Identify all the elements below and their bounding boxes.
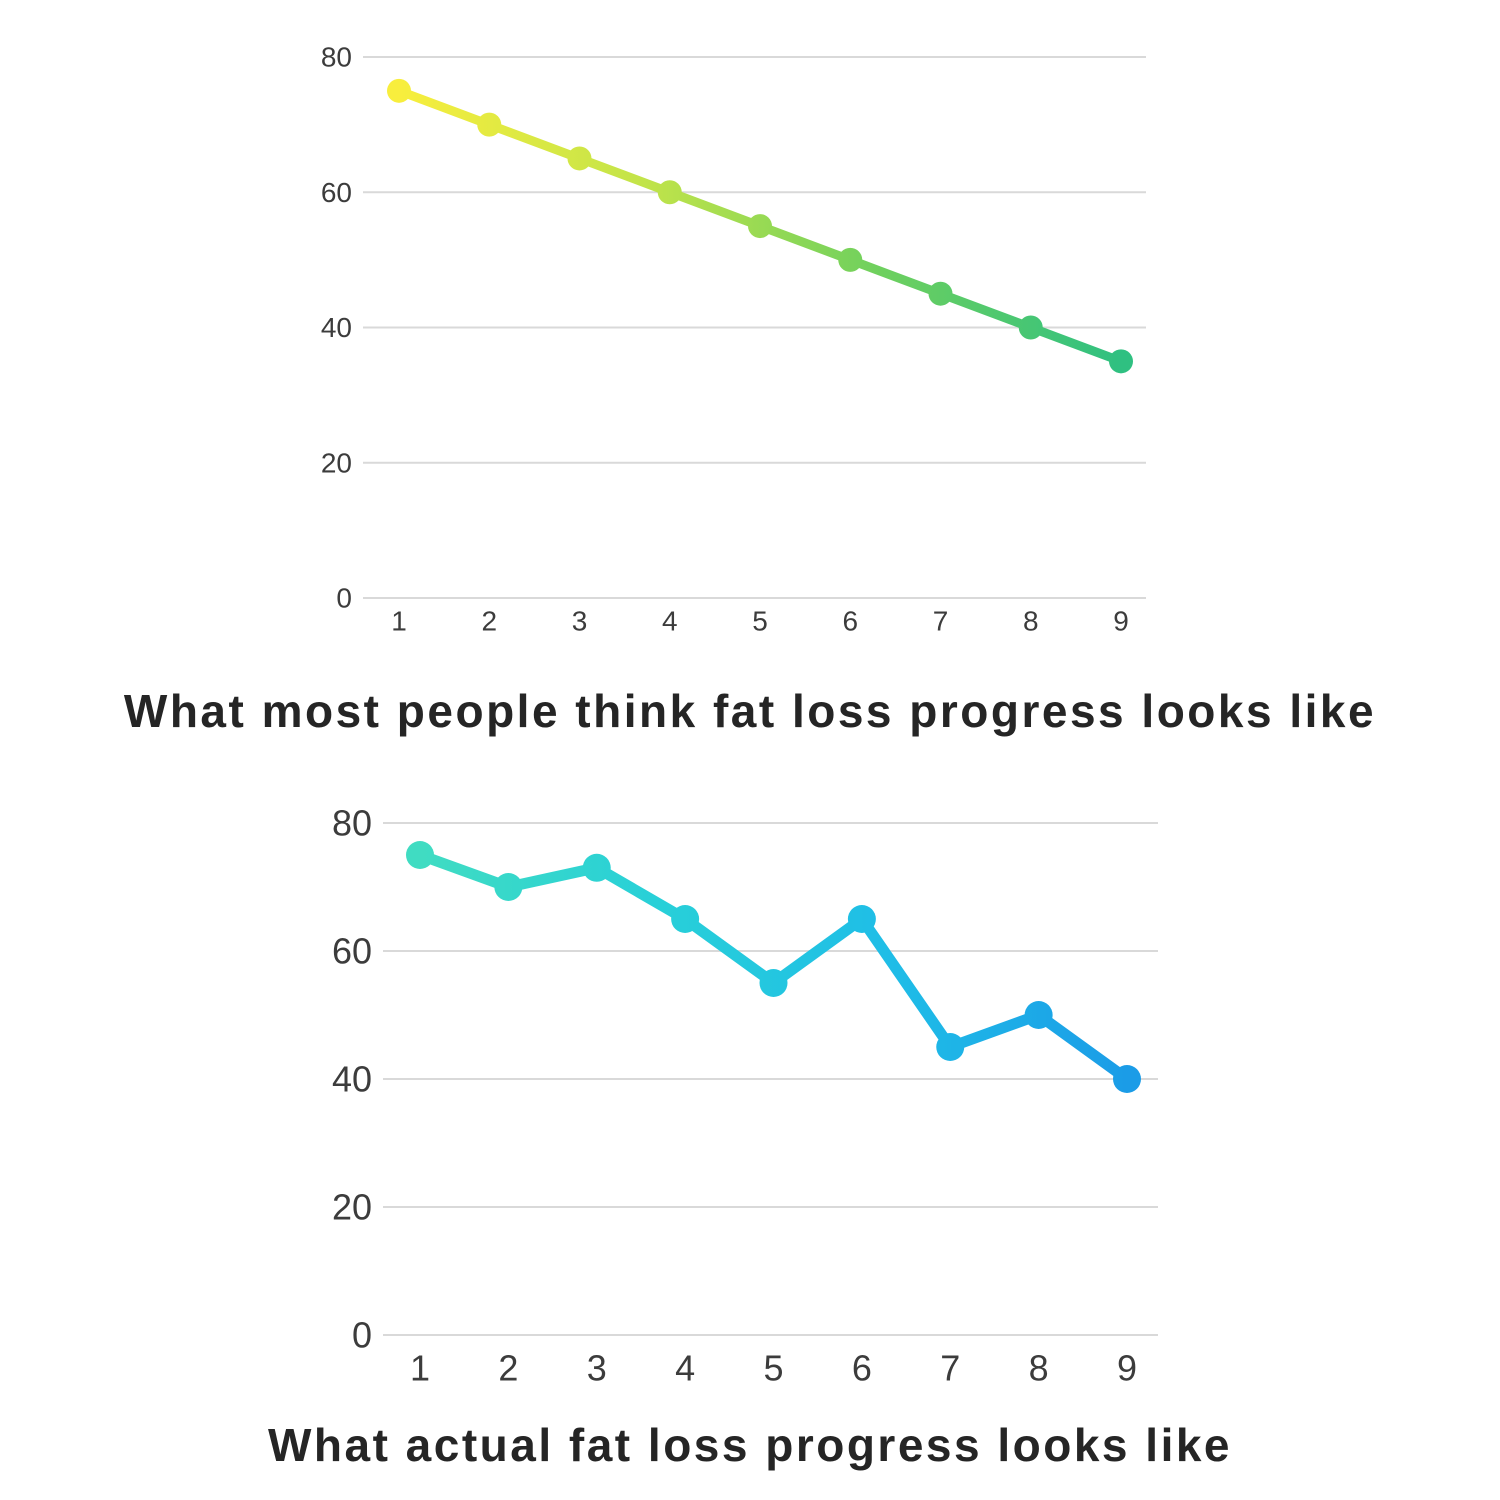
x-axis-tick-label: 7 (933, 606, 949, 637)
y-axis-tick-label: 80 (321, 42, 352, 73)
data-point (657, 180, 682, 205)
data-point (838, 247, 863, 272)
y-axis-tick-label: 80 (332, 803, 372, 844)
reality-line-chart: 80 60 40 20 01 2 3 4 5 6 7 8 9 (332, 803, 1158, 1389)
x-axis-tick-label: 9 (1117, 1348, 1137, 1389)
expectation-line-chart: 80 60 40 20 0 1 2 3 4 5 6 7 8 9 (321, 42, 1146, 637)
data-point (406, 841, 434, 869)
x-axis-tick-label: 4 (675, 1348, 695, 1389)
data-point (847, 905, 876, 933)
data-point (1018, 315, 1043, 340)
y-axis-tick-label: 40 (321, 312, 352, 343)
y-axis-tick-label: 20 (321, 447, 352, 478)
x-axis-tick-label: 5 (763, 1348, 783, 1389)
reality-chart-caption: What actual fat loss progress looks like (267, 1419, 1233, 1471)
x-axis-tick-label: 6 (852, 1348, 872, 1389)
data-point (928, 281, 953, 306)
data-point (759, 969, 788, 997)
x-axis-tick-label: 1 (391, 606, 407, 637)
data-point (1024, 1001, 1053, 1029)
data-point (387, 78, 411, 103)
x-axis-tick-label: 8 (1029, 1348, 1049, 1389)
x-axis-tick-label: 5 (752, 606, 768, 637)
data-point (936, 1033, 965, 1061)
data-point (1113, 1065, 1141, 1093)
data-point (671, 905, 700, 933)
data-point (494, 873, 523, 901)
x-axis-tick-label: 4 (662, 606, 678, 637)
x-axis-tick-label: 1 (410, 1348, 430, 1389)
y-axis-tick-label: 60 (332, 931, 372, 972)
data-point (1109, 349, 1133, 374)
x-axis-tick-label: 2 (481, 606, 497, 637)
data-point (748, 214, 772, 239)
data-point (477, 112, 502, 137)
y-axis-tick-label: 60 (321, 177, 352, 208)
data-point (567, 146, 592, 171)
data-point (582, 853, 611, 882)
data-line (414, 849, 1133, 1085)
y-axis-tick-label: 20 (332, 1187, 372, 1228)
x-axis-tick-label: 3 (572, 606, 588, 637)
x-axis-tick-label: 9 (1113, 606, 1129, 637)
y-axis-tick-label: 0 (352, 1315, 372, 1356)
expectation-chart-caption: What most people think fat loss progress… (123, 685, 1377, 737)
y-axis-tick-label: 0 (336, 583, 352, 614)
x-axis-tick-label: 3 (587, 1348, 607, 1389)
x-axis-tick-label: 8 (1023, 606, 1039, 637)
x-axis-tick-label: 2 (498, 1348, 518, 1389)
x-axis-tick-label: 7 (940, 1348, 960, 1389)
x-axis-tick-label: 6 (842, 606, 858, 637)
y-axis-tick-label: 40 (332, 1059, 372, 1100)
